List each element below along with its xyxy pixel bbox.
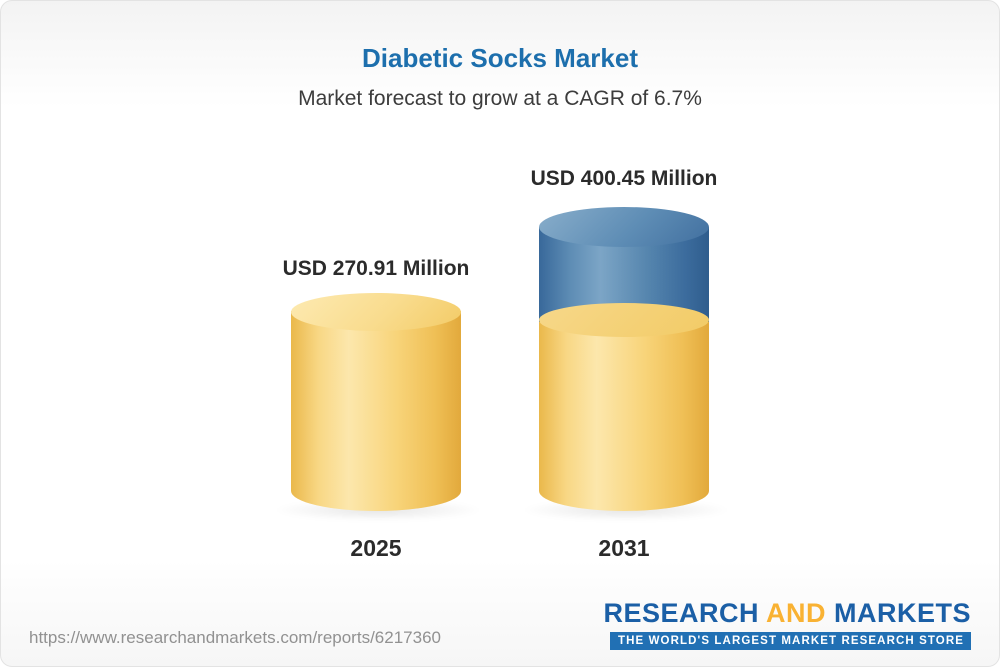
bar-2025-cylinder-top (291, 293, 461, 331)
bar-value-label-2025: USD 270.91 Million (282, 257, 470, 280)
logo-word-markets: MARKETS (834, 598, 971, 628)
x-axis-label-2031: 2031 (598, 535, 650, 561)
bar-2031-segment-junction (539, 303, 709, 337)
logo-word-and: AND (765, 598, 826, 628)
x-axis-label-2025: 2025 (350, 535, 402, 561)
logo-tagline: THE WORLD'S LARGEST MARKET RESEARCH STOR… (610, 632, 971, 650)
bar-value-label-2031: USD 400.45 Million (530, 167, 718, 190)
research-and-markets-logo: RESEARCH AND MARKETS THE WORLD'S LARGEST… (603, 598, 971, 650)
logo-word-research: RESEARCH (603, 598, 759, 628)
logo-wordmark: RESEARCH AND MARKETS (603, 598, 971, 629)
bar-2031-cylinder-top (539, 207, 709, 247)
page-title: Diabetic Socks Market (361, 43, 638, 73)
report-url: https://www.researchandmarkets.com/repor… (29, 628, 441, 647)
page-subtitle: Market forecast to grow at a CAGR of 6.7… (298, 87, 702, 110)
bar-2025-cylinder (291, 311, 461, 511)
bar-2031-cylinder-base (539, 319, 709, 511)
